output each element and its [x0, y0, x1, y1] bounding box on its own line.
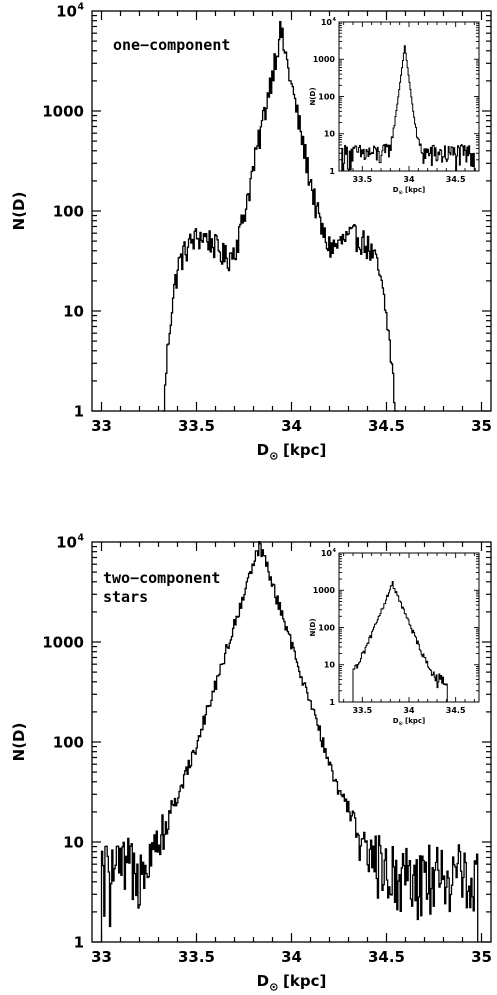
- x-axis-subscript: ⊙: [399, 721, 403, 727]
- x-tick-label: 34.5: [368, 417, 405, 435]
- y-tick-label: 1: [329, 167, 335, 176]
- x-tick-label: 33.5: [178, 948, 215, 966]
- y-tick-label: 1: [74, 933, 84, 951]
- axes-frame: [338, 21, 480, 172]
- y-tick-label: 10: [63, 302, 84, 320]
- x-tick-label: 34: [403, 706, 415, 715]
- x-axis-unit: [kpc]: [405, 717, 425, 725]
- y-tick-exponent: 4: [78, 2, 85, 13]
- x-axis-symbol: D: [393, 186, 399, 194]
- y-tick-label: 1000: [42, 633, 84, 651]
- x-tick-label: 34.5: [446, 706, 466, 715]
- y-tick-label: 100: [318, 623, 335, 632]
- x-tick-label: 35: [471, 948, 492, 966]
- axes-frame: [91, 541, 492, 943]
- y-tick-label: 10: [324, 661, 336, 670]
- y-tick-label: 10: [56, 533, 77, 551]
- y-tick-label: 10: [321, 18, 333, 27]
- y-tick-label: 1000: [42, 102, 84, 120]
- y-axis-title: N(D): [309, 618, 317, 636]
- x-tick-label: 34.5: [368, 948, 405, 966]
- ticks: [92, 542, 491, 943]
- x-axis-title: D⊙ [kpc]: [393, 186, 426, 196]
- histogram-line: [162, 21, 399, 412]
- histogram-line: [100, 541, 479, 942]
- x-axis-unit: [kpc]: [283, 441, 326, 459]
- panel-annotation: stars: [103, 588, 148, 606]
- x-axis-unit: [kpc]: [283, 972, 326, 990]
- y-axis-title: N(D): [10, 192, 28, 231]
- y-tick-label: 100: [53, 733, 84, 751]
- y-tick-exponent: 4: [333, 548, 337, 554]
- x-axis-title: D⊙ [kpc]: [257, 972, 327, 994]
- panel-annotation: two−component: [103, 569, 220, 587]
- panel-annotation: one−component: [113, 36, 230, 54]
- y-tick-label: 1: [74, 402, 84, 420]
- x-tick-label: 34: [281, 417, 302, 435]
- x-tick-label: 34.5: [446, 175, 466, 184]
- x-tick-label: 33.5: [352, 175, 372, 184]
- y-tick-label: 10: [56, 2, 77, 20]
- y-tick-label: 1000: [313, 586, 336, 595]
- x-axis-symbol: D: [257, 441, 269, 459]
- histogram-line: [352, 581, 448, 702]
- x-axis-unit: [kpc]: [405, 186, 425, 194]
- axes-frame: [91, 10, 492, 412]
- x-axis-symbol: D: [393, 717, 399, 725]
- ticks: [92, 11, 491, 412]
- y-tick-label: 10: [321, 549, 333, 558]
- x-axis-subscript: ⊙: [399, 190, 403, 196]
- x-tick-label: 34: [281, 948, 302, 966]
- y-tick-label: 1000: [313, 55, 336, 64]
- plot-area: [339, 553, 479, 702]
- y-tick-label: 1: [329, 698, 335, 707]
- y-tick-exponent: 4: [333, 17, 337, 23]
- x-axis-subscript: ⊙: [269, 450, 278, 463]
- y-tick-exponent: 4: [78, 533, 85, 544]
- y-axis-title: N(D): [309, 87, 317, 105]
- y-tick-label: 100: [318, 92, 335, 101]
- x-axis-title: D⊙ [kpc]: [257, 441, 327, 463]
- x-axis-subscript: ⊙: [269, 981, 278, 994]
- y-tick-label: 10: [324, 130, 336, 139]
- y-tick-label: 10: [63, 833, 84, 851]
- x-tick-label: 33: [91, 948, 112, 966]
- histogram-line: [341, 45, 476, 172]
- x-tick-label: 33.5: [178, 417, 215, 435]
- x-tick-label: 34: [403, 175, 415, 184]
- x-axis-title: D⊙ [kpc]: [393, 717, 426, 727]
- axes-frame: [338, 552, 480, 703]
- y-axis-title: N(D): [10, 723, 28, 762]
- x-axis-symbol: D: [257, 972, 269, 990]
- x-tick-label: 35: [471, 417, 492, 435]
- plot-area: [339, 22, 479, 171]
- x-tick-label: 33: [91, 417, 112, 435]
- x-tick-label: 33.5: [352, 706, 372, 715]
- y-tick-label: 100: [53, 202, 84, 220]
